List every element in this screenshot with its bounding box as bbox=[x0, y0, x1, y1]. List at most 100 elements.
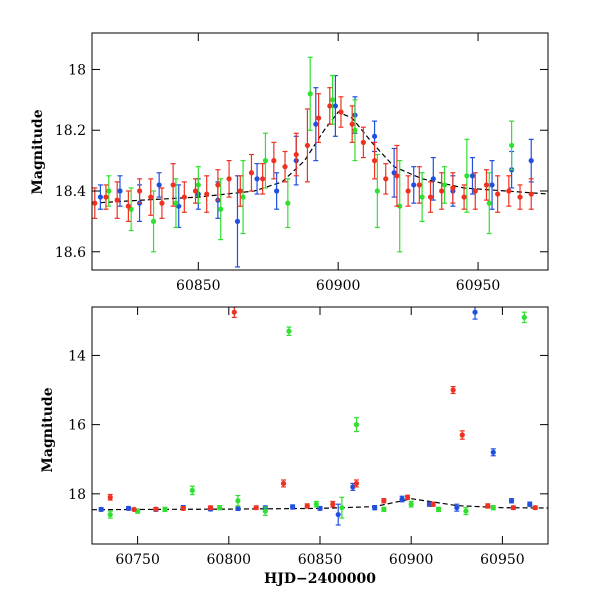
data-point bbox=[180, 505, 186, 511]
data-point bbox=[430, 156, 436, 201]
data-marker bbox=[304, 142, 311, 149]
data-marker bbox=[485, 503, 491, 509]
data-point bbox=[454, 503, 460, 512]
data-point bbox=[285, 178, 291, 229]
data-point bbox=[136, 178, 143, 204]
x-tick-label: 60850 bbox=[176, 278, 221, 294]
data-marker bbox=[349, 121, 355, 127]
data-point bbox=[450, 172, 456, 204]
data-point bbox=[195, 166, 201, 204]
data-marker bbox=[215, 182, 221, 188]
data-marker bbox=[371, 158, 378, 164]
data-point bbox=[253, 505, 259, 511]
data-point bbox=[330, 500, 336, 508]
data-point bbox=[381, 498, 387, 504]
data-marker bbox=[419, 194, 425, 200]
data-point bbox=[192, 178, 199, 204]
data-marker bbox=[450, 387, 456, 393]
data-marker bbox=[271, 158, 277, 164]
data-marker bbox=[114, 197, 120, 203]
data-marker bbox=[329, 97, 336, 103]
data-point bbox=[97, 184, 103, 210]
data-marker bbox=[235, 505, 241, 511]
data-point bbox=[235, 505, 241, 512]
data-point bbox=[176, 184, 182, 229]
data-point bbox=[404, 494, 411, 500]
data-marker bbox=[313, 121, 319, 127]
data-marker bbox=[204, 191, 210, 197]
data-point bbox=[352, 99, 358, 162]
data-marker bbox=[430, 176, 436, 182]
data-point bbox=[430, 501, 436, 507]
data-marker bbox=[394, 173, 400, 179]
data-marker bbox=[217, 505, 223, 511]
data-point bbox=[353, 417, 360, 433]
data-point bbox=[521, 311, 527, 324]
data-point bbox=[427, 181, 434, 213]
data-marker bbox=[490, 449, 496, 455]
data-point bbox=[391, 147, 397, 198]
plot-area bbox=[92, 56, 548, 268]
data-marker bbox=[170, 182, 176, 188]
data-marker bbox=[293, 151, 299, 158]
data-point bbox=[464, 138, 470, 213]
data-point bbox=[374, 153, 380, 229]
data-point bbox=[248, 153, 255, 192]
y-tick-label: 18 bbox=[68, 62, 86, 78]
data-point bbox=[207, 505, 214, 511]
data-marker bbox=[528, 158, 534, 164]
data-marker bbox=[472, 309, 478, 315]
data-marker bbox=[371, 133, 378, 139]
data-marker bbox=[352, 127, 358, 133]
data-point bbox=[350, 482, 356, 491]
data-point bbox=[405, 175, 411, 207]
plot-frame bbox=[91, 32, 549, 271]
data-point bbox=[150, 190, 157, 253]
data-point bbox=[383, 163, 389, 195]
data-point bbox=[173, 178, 179, 229]
data-marker bbox=[226, 176, 232, 182]
data-marker bbox=[106, 188, 112, 194]
data-point bbox=[360, 126, 366, 159]
x-tick-label: 60850 bbox=[298, 552, 343, 568]
data-marker bbox=[262, 508, 268, 514]
data-point bbox=[489, 160, 495, 210]
x-tick-label: 60800 bbox=[207, 552, 252, 568]
data-marker bbox=[463, 508, 469, 514]
model-curve bbox=[92, 498, 548, 511]
data-point bbox=[327, 87, 333, 125]
data-marker bbox=[92, 200, 98, 206]
data-point bbox=[107, 493, 113, 501]
data-marker bbox=[290, 504, 296, 510]
data-point bbox=[313, 87, 319, 162]
data-point bbox=[98, 506, 104, 513]
data-point bbox=[103, 184, 109, 210]
data-point bbox=[215, 169, 221, 201]
data-point bbox=[106, 175, 112, 207]
data-marker bbox=[490, 505, 496, 511]
y-tick-label: 18.4 bbox=[55, 184, 86, 200]
data-point bbox=[472, 307, 478, 320]
data-marker bbox=[253, 505, 259, 511]
data-marker bbox=[97, 194, 103, 200]
x-tick-label: 60950 bbox=[456, 278, 501, 294]
data-point bbox=[399, 495, 405, 503]
data-point bbox=[510, 505, 516, 511]
plot-area bbox=[92, 307, 548, 526]
data-point bbox=[339, 496, 345, 519]
data-point bbox=[293, 132, 299, 177]
data-marker bbox=[506, 188, 512, 194]
data-point bbox=[282, 150, 288, 183]
data-point bbox=[181, 181, 187, 213]
data-marker bbox=[381, 506, 387, 513]
data-point bbox=[240, 160, 246, 235]
data-point bbox=[349, 105, 355, 143]
data-marker bbox=[472, 188, 478, 194]
data-marker bbox=[117, 188, 123, 194]
data-point bbox=[304, 503, 310, 509]
data-marker bbox=[353, 480, 360, 487]
data-marker bbox=[240, 194, 246, 200]
data-point bbox=[419, 172, 425, 222]
data-point bbox=[381, 506, 387, 513]
